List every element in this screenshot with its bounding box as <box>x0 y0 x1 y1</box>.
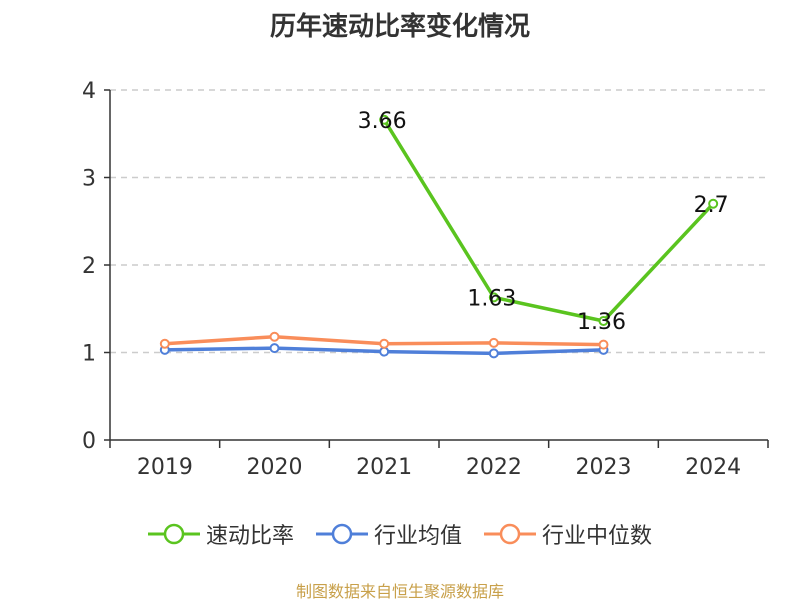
chart-title: 历年速动比率变化情况 <box>269 12 530 42</box>
x-tick-label: 2021 <box>356 455 412 480</box>
legend-item-quick-ratio[interactable]: 速动比率 <box>147 518 294 550</box>
legend: 速动比率 行业均值 行业中位数 <box>0 518 800 550</box>
data-point <box>488 292 499 303</box>
y-tick-label: 0 <box>82 429 96 454</box>
data-point <box>379 346 390 357</box>
legend-label: 行业均值 <box>373 524 462 549</box>
legend-item-industry-median[interactable]: 行业中位数 <box>484 518 652 550</box>
x-tick-label: 2020 <box>247 455 303 480</box>
data-point <box>269 331 280 342</box>
data-label: 1.63 <box>467 286 516 311</box>
data-point <box>488 348 499 359</box>
x-tick-label: 2024 <box>685 455 741 480</box>
legend-swatch <box>315 523 368 545</box>
y-tick-label: 3 <box>82 167 96 192</box>
data-point <box>488 337 499 348</box>
data-point <box>159 338 170 349</box>
x-tick-label: 2022 <box>466 455 522 480</box>
y-tick-label: 4 <box>82 79 96 104</box>
source-note: 制图数据来自恒生聚源数据库 <box>295 582 504 601</box>
legend-label: 行业中位数 <box>542 524 653 549</box>
series-line-1 <box>382 118 715 323</box>
data-point <box>379 114 390 125</box>
data-point <box>269 343 280 354</box>
data-point <box>598 316 609 326</box>
legend-item-industry-mean[interactable]: 行业均值 <box>315 518 462 550</box>
legend-swatch <box>147 523 200 545</box>
y-tick-label: 1 <box>82 342 96 367</box>
data-point <box>708 198 719 209</box>
data-point <box>598 339 609 350</box>
x-tick-label: 2023 <box>576 455 632 480</box>
data-label: 2.7 <box>694 193 729 218</box>
x-tick-label: 2019 <box>137 455 193 480</box>
data-point <box>379 338 390 349</box>
data-label: 1.36 <box>577 310 626 335</box>
legend-label: 速动比率 <box>205 524 294 549</box>
legend-swatch <box>484 523 536 545</box>
y-tick-label: 2 <box>82 254 96 279</box>
data-label: 3.66 <box>358 109 407 134</box>
